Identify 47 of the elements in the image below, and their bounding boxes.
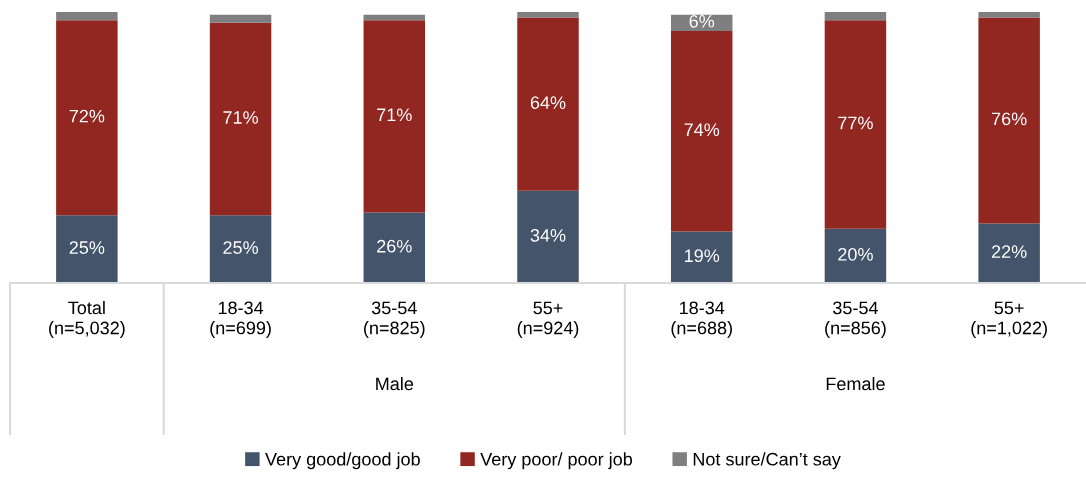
data-label: 71% xyxy=(377,108,412,122)
bar xyxy=(824,12,887,21)
data-label: 20% xyxy=(838,247,873,261)
data-label: 76% xyxy=(992,112,1027,126)
bar xyxy=(978,223,1040,283)
bar xyxy=(363,14,426,21)
legend-label: Not sure/Can’t say xyxy=(693,452,841,470)
bar xyxy=(517,12,579,18)
x-tick-label: 18-34 (n=688) xyxy=(671,301,732,338)
legend-label: Very good/good job xyxy=(265,452,420,470)
data-label: 25% xyxy=(69,241,105,254)
legend-label: Very poor/ poor job xyxy=(480,452,633,470)
bar xyxy=(363,20,426,213)
bar xyxy=(670,231,733,283)
bar xyxy=(56,215,118,283)
x-tick-label: 55+ (n=1,022) xyxy=(971,301,1047,338)
bar xyxy=(209,14,272,23)
bar xyxy=(209,215,272,283)
bar xyxy=(209,22,272,216)
data-label: 71% xyxy=(223,111,258,124)
data-label: 77% xyxy=(838,116,873,130)
bar xyxy=(56,12,118,21)
bar xyxy=(56,20,118,216)
bar xyxy=(517,17,579,191)
bar xyxy=(978,17,1040,224)
bar xyxy=(363,212,426,283)
data-label: 34% xyxy=(530,228,566,242)
data-label: 72% xyxy=(69,109,105,123)
bar xyxy=(517,190,579,283)
data-label: 74% xyxy=(684,123,720,137)
data-label: 19% xyxy=(685,249,720,263)
bar xyxy=(824,228,887,283)
data-label: 6% xyxy=(689,14,715,28)
data-label: 64% xyxy=(530,96,566,109)
x-tick-label: 35-54 (n=856) xyxy=(825,301,886,338)
text: Male xyxy=(376,377,414,391)
x-tick-label: 18-34 (n=699) xyxy=(210,301,271,338)
x-tick-label: Total (n=5,032) xyxy=(49,301,125,338)
x-tick-label: 55+ (n=924) xyxy=(517,301,579,338)
data-label: 26% xyxy=(377,239,412,253)
bar xyxy=(978,12,1040,18)
data-label: 22% xyxy=(991,245,1027,258)
bar xyxy=(824,20,887,229)
text: Female xyxy=(826,377,885,391)
x-tick-label: 35-54 (n=825) xyxy=(364,301,425,338)
bar xyxy=(670,30,733,232)
data-label: 25% xyxy=(223,241,258,254)
